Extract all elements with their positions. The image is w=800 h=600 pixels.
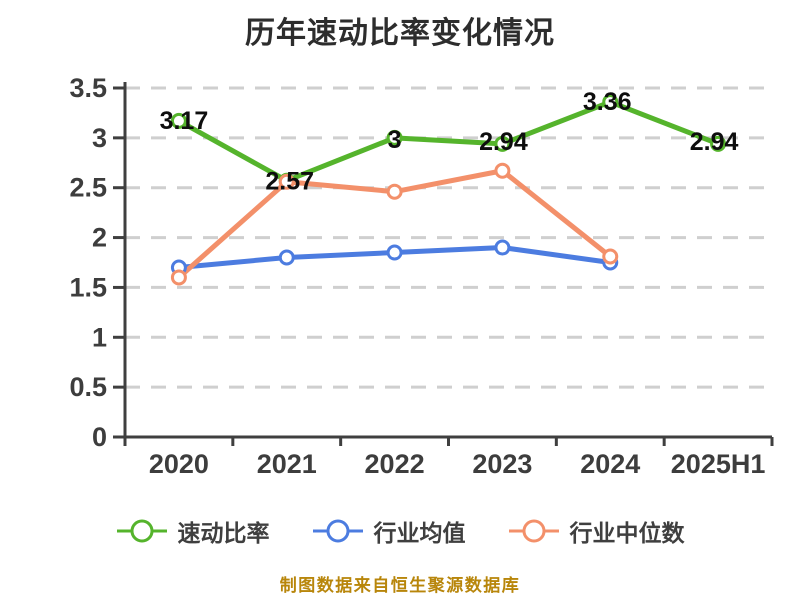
data-point bbox=[602, 93, 619, 110]
axes bbox=[113, 82, 774, 446]
data-point bbox=[386, 129, 403, 146]
data-point bbox=[170, 269, 187, 286]
x-tick-label: 2023 bbox=[472, 449, 532, 479]
data-point-label: 3 bbox=[388, 126, 402, 154]
y-tick-label: 1 bbox=[92, 322, 107, 352]
x-tick-label: 2021 bbox=[257, 449, 317, 479]
x-tick-label: 2020 bbox=[149, 449, 209, 479]
legend-label-quick-ratio: 速动比率 bbox=[177, 520, 270, 546]
series-line bbox=[176, 99, 721, 184]
y-tick-label: 3.5 bbox=[69, 73, 107, 103]
data-point bbox=[602, 248, 619, 265]
line-marker-icon bbox=[312, 519, 363, 543]
line-marker-icon bbox=[508, 519, 559, 543]
data-point-label: 3.36 bbox=[583, 88, 632, 116]
data-point bbox=[278, 173, 295, 190]
x-tick-label: 2024 bbox=[580, 449, 640, 479]
data-point bbox=[170, 112, 187, 129]
legend-item-industry-median[interactable]: 行业中位数 bbox=[508, 514, 685, 548]
tick-labels: 0 0.5 1 1.5 2 2.5 3 3.5 2020 2021 2022 2023 2024 2025… bbox=[69, 73, 765, 479]
legend-label-industry-mean: 行业均值 bbox=[373, 520, 466, 546]
x-tick-label: 2022 bbox=[365, 449, 425, 479]
data-point bbox=[710, 135, 727, 152]
data-point bbox=[386, 244, 403, 261]
line-marker-icon bbox=[116, 519, 167, 543]
y-tick-label: 1.5 bbox=[69, 272, 107, 302]
data-point-label: 2.94 bbox=[690, 128, 739, 156]
x-tick-label: 2025H1 bbox=[671, 449, 766, 479]
data-point bbox=[278, 249, 295, 266]
data-point bbox=[494, 239, 511, 256]
data-point-label: 2.57 bbox=[265, 168, 314, 196]
y-tick-label: 2 bbox=[92, 223, 107, 253]
y-tick-label: 2.5 bbox=[69, 173, 107, 203]
data-point-label: 2.94 bbox=[479, 128, 528, 156]
y-tick-label: 0.5 bbox=[69, 372, 107, 402]
data-source-caption: 制图数据来自恒生聚源数据库 bbox=[279, 576, 521, 595]
grid-lines bbox=[125, 86, 764, 389]
data-point bbox=[494, 162, 511, 179]
legend-item-quick-ratio[interactable]: 速动比率 bbox=[116, 514, 270, 548]
y-tick-label: 0 bbox=[92, 422, 107, 452]
y-tick-label: 3 bbox=[92, 123, 107, 153]
data-point bbox=[494, 135, 511, 152]
legend-item-industry-mean[interactable]: 行业均值 bbox=[312, 514, 466, 548]
data-point bbox=[386, 183, 403, 200]
chart-title: 历年速动比率变化情况 bbox=[245, 17, 555, 50]
legend-label-industry-median: 行业中位数 bbox=[569, 520, 685, 546]
data-point-label: 3.17 bbox=[160, 107, 209, 135]
legend: 速动比率 行业均值 行业中位数 bbox=[0, 514, 800, 548]
